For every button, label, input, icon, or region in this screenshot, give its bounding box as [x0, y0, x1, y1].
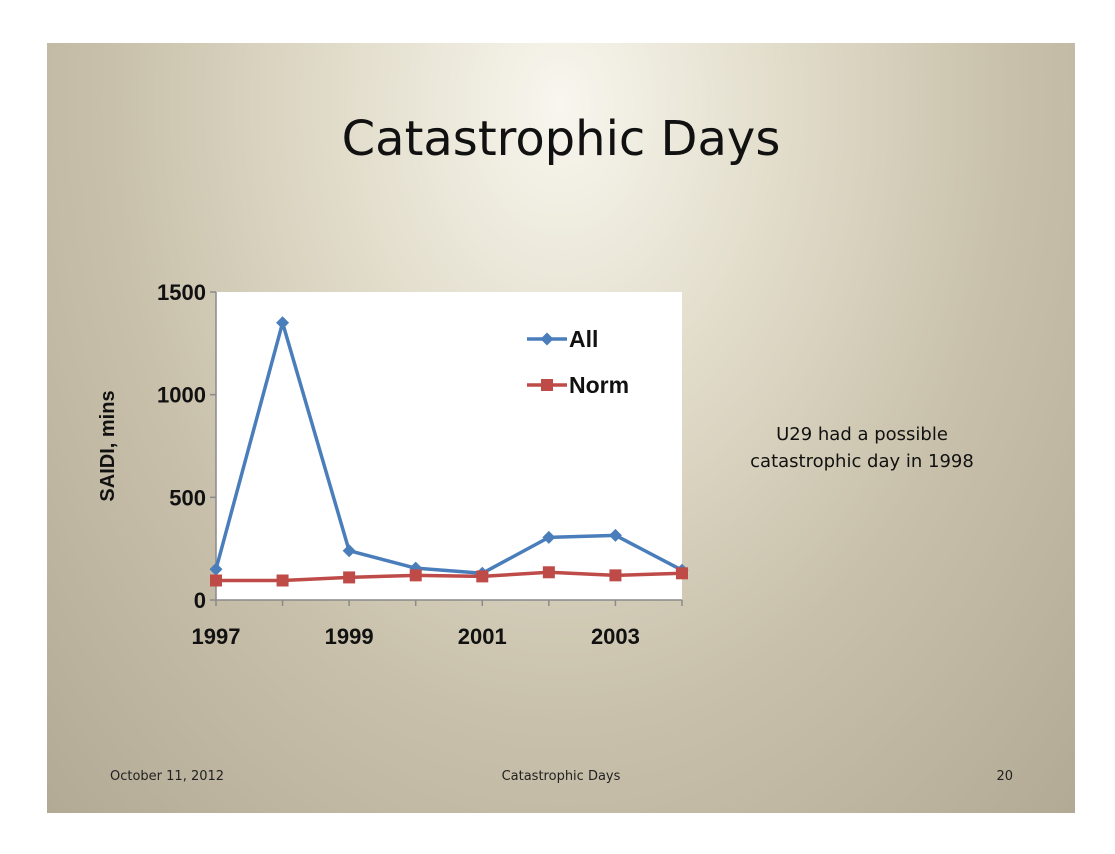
footer-page-number: 20	[996, 769, 1013, 784]
data-point-norm	[210, 574, 222, 587]
data-point-norm	[409, 569, 422, 582]
legend-marker-all	[540, 332, 554, 346]
x-tick-label: 1999	[325, 624, 374, 649]
y-axis-label: SAIDI, mins	[97, 390, 119, 501]
data-point-all	[608, 528, 622, 542]
data-point-norm	[343, 571, 356, 584]
data-point-all	[542, 530, 556, 544]
series-line-all	[214, 321, 683, 576]
plot-area	[216, 292, 682, 600]
data-point-norm	[276, 574, 289, 587]
y-tick-label: 1500	[157, 280, 206, 305]
data-point-norm	[542, 566, 555, 579]
x-tick-label: 2001	[458, 624, 507, 649]
note-line-2: catastrophic day in 1998	[750, 451, 974, 472]
slide-note: U29 had a possible catastrophic day in 1…	[727, 421, 997, 475]
y-tick-label: 0	[194, 588, 206, 613]
legend-item-all: All	[527, 326, 598, 352]
series-line-norm	[216, 570, 683, 583]
x-tick-label: 2003	[591, 624, 640, 649]
saidi-line-chart: 0 500 1000 1500 1997 1999 2001 2003 All Norm SAI…	[97, 280, 689, 649]
series-norm	[210, 566, 688, 587]
data-point-all	[276, 316, 290, 330]
legend-item-norm: Norm	[527, 372, 629, 398]
slide: Catastrophic Days 0 500 1000 1500 1997 1999 20…	[47, 43, 1075, 813]
note-line-1: U29 had a possible	[776, 424, 948, 445]
legend-label-all: All	[569, 326, 598, 352]
data-point-norm	[609, 569, 622, 582]
y-tick-label: 1000	[157, 383, 206, 408]
y-tick-label: 500	[169, 485, 206, 510]
footer-date: October 11, 2012	[110, 769, 225, 784]
footer-title: Catastrophic Days	[501, 769, 621, 784]
legend-label-norm: Norm	[569, 372, 629, 398]
data-point-norm	[676, 567, 688, 580]
legend-marker-norm	[541, 379, 553, 391]
data-point-all	[342, 544, 356, 558]
slide-title: Catastrophic Days	[341, 111, 781, 167]
data-point-all	[209, 562, 223, 576]
x-tick-label: 1997	[192, 624, 241, 649]
data-point-norm	[476, 570, 489, 583]
